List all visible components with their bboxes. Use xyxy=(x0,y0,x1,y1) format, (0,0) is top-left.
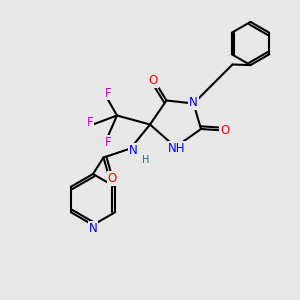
Text: O: O xyxy=(220,124,230,137)
Text: F: F xyxy=(87,116,93,129)
Text: O: O xyxy=(108,172,117,185)
Text: F: F xyxy=(105,86,112,100)
Text: O: O xyxy=(148,74,158,88)
Text: N: N xyxy=(128,143,137,157)
Text: N: N xyxy=(189,96,198,110)
Text: NH: NH xyxy=(168,142,186,155)
Text: N: N xyxy=(88,222,98,235)
Text: H: H xyxy=(142,155,149,165)
Text: F: F xyxy=(105,136,111,149)
